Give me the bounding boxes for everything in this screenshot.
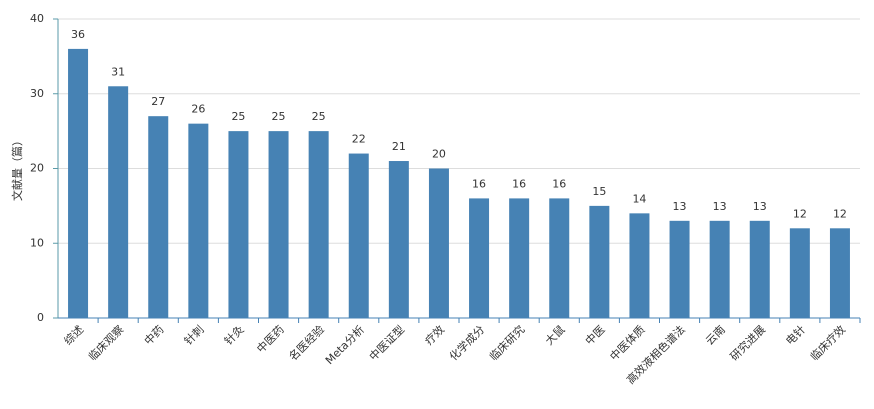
bar	[308, 131, 329, 318]
bar	[188, 123, 209, 319]
x-tick-label: 电针	[783, 322, 808, 347]
x-tick-label: 研究进展	[727, 322, 768, 363]
x-tick-label: 中医药	[254, 323, 287, 356]
x-tick-label: 中药	[142, 323, 167, 348]
bar	[589, 205, 610, 318]
y-tick-label: 40	[30, 12, 44, 25]
x-tick-label: 综述	[61, 322, 86, 347]
bar	[549, 198, 570, 318]
x-tick-label: 疗效	[422, 322, 447, 347]
bar	[108, 86, 129, 319]
data-label: 12	[833, 207, 847, 220]
y-tick-label: 30	[30, 87, 44, 100]
x-tick-label: 临床研究	[486, 322, 527, 363]
x-tick-label: 中医证型	[366, 322, 407, 363]
bar	[428, 168, 449, 318]
data-label: 26	[191, 103, 205, 116]
data-label: 36	[71, 28, 85, 41]
x-tick-label: 大鼠	[542, 322, 567, 347]
data-label: 25	[312, 110, 326, 123]
y-tick-label: 10	[30, 236, 44, 249]
bar	[709, 220, 730, 318]
data-label: 13	[713, 200, 727, 213]
bar	[148, 116, 169, 318]
data-label: 27	[151, 95, 165, 108]
data-label: 15	[592, 185, 606, 198]
x-tick-label: 中医体质	[607, 322, 648, 363]
data-label: 16	[472, 177, 486, 190]
data-label: 25	[231, 110, 245, 123]
data-label: 20	[432, 148, 446, 161]
y-tick-label: 0	[37, 311, 44, 324]
x-tick-label: 临床疗效	[807, 322, 848, 363]
bar	[749, 220, 770, 318]
bar	[829, 228, 850, 318]
bar	[348, 153, 369, 318]
data-label: 21	[392, 140, 406, 153]
x-tick-label: 临床观察	[85, 322, 126, 363]
x-tick-label: 针刺	[181, 322, 206, 347]
data-label: 16	[552, 177, 566, 190]
x-tick-label: 针灸	[221, 322, 246, 347]
bar	[629, 213, 650, 318]
bar	[68, 48, 89, 319]
bar	[469, 198, 490, 318]
x-tick-label: Meta分析	[322, 322, 367, 367]
data-label: 13	[673, 200, 687, 213]
y-tick-label: 20	[30, 162, 44, 175]
data-label: 13	[753, 200, 767, 213]
data-label: 14	[632, 192, 646, 205]
bar	[509, 198, 530, 318]
x-tick-label: 化学成分	[446, 322, 487, 363]
bar	[388, 161, 409, 318]
x-tick-label: 中医	[583, 323, 608, 348]
data-label: 22	[352, 133, 366, 146]
data-label: 12	[793, 207, 807, 220]
data-label: 31	[111, 65, 125, 78]
bar	[789, 228, 810, 318]
bar	[268, 131, 289, 318]
x-tick-label: 名医经验	[286, 322, 327, 363]
data-label: 16	[512, 177, 526, 190]
y-axis-title: 文献量（篇）	[10, 135, 24, 201]
bar	[669, 220, 690, 318]
bar	[228, 131, 249, 318]
data-label: 25	[272, 110, 286, 123]
x-tick-label: 云南	[703, 323, 728, 348]
